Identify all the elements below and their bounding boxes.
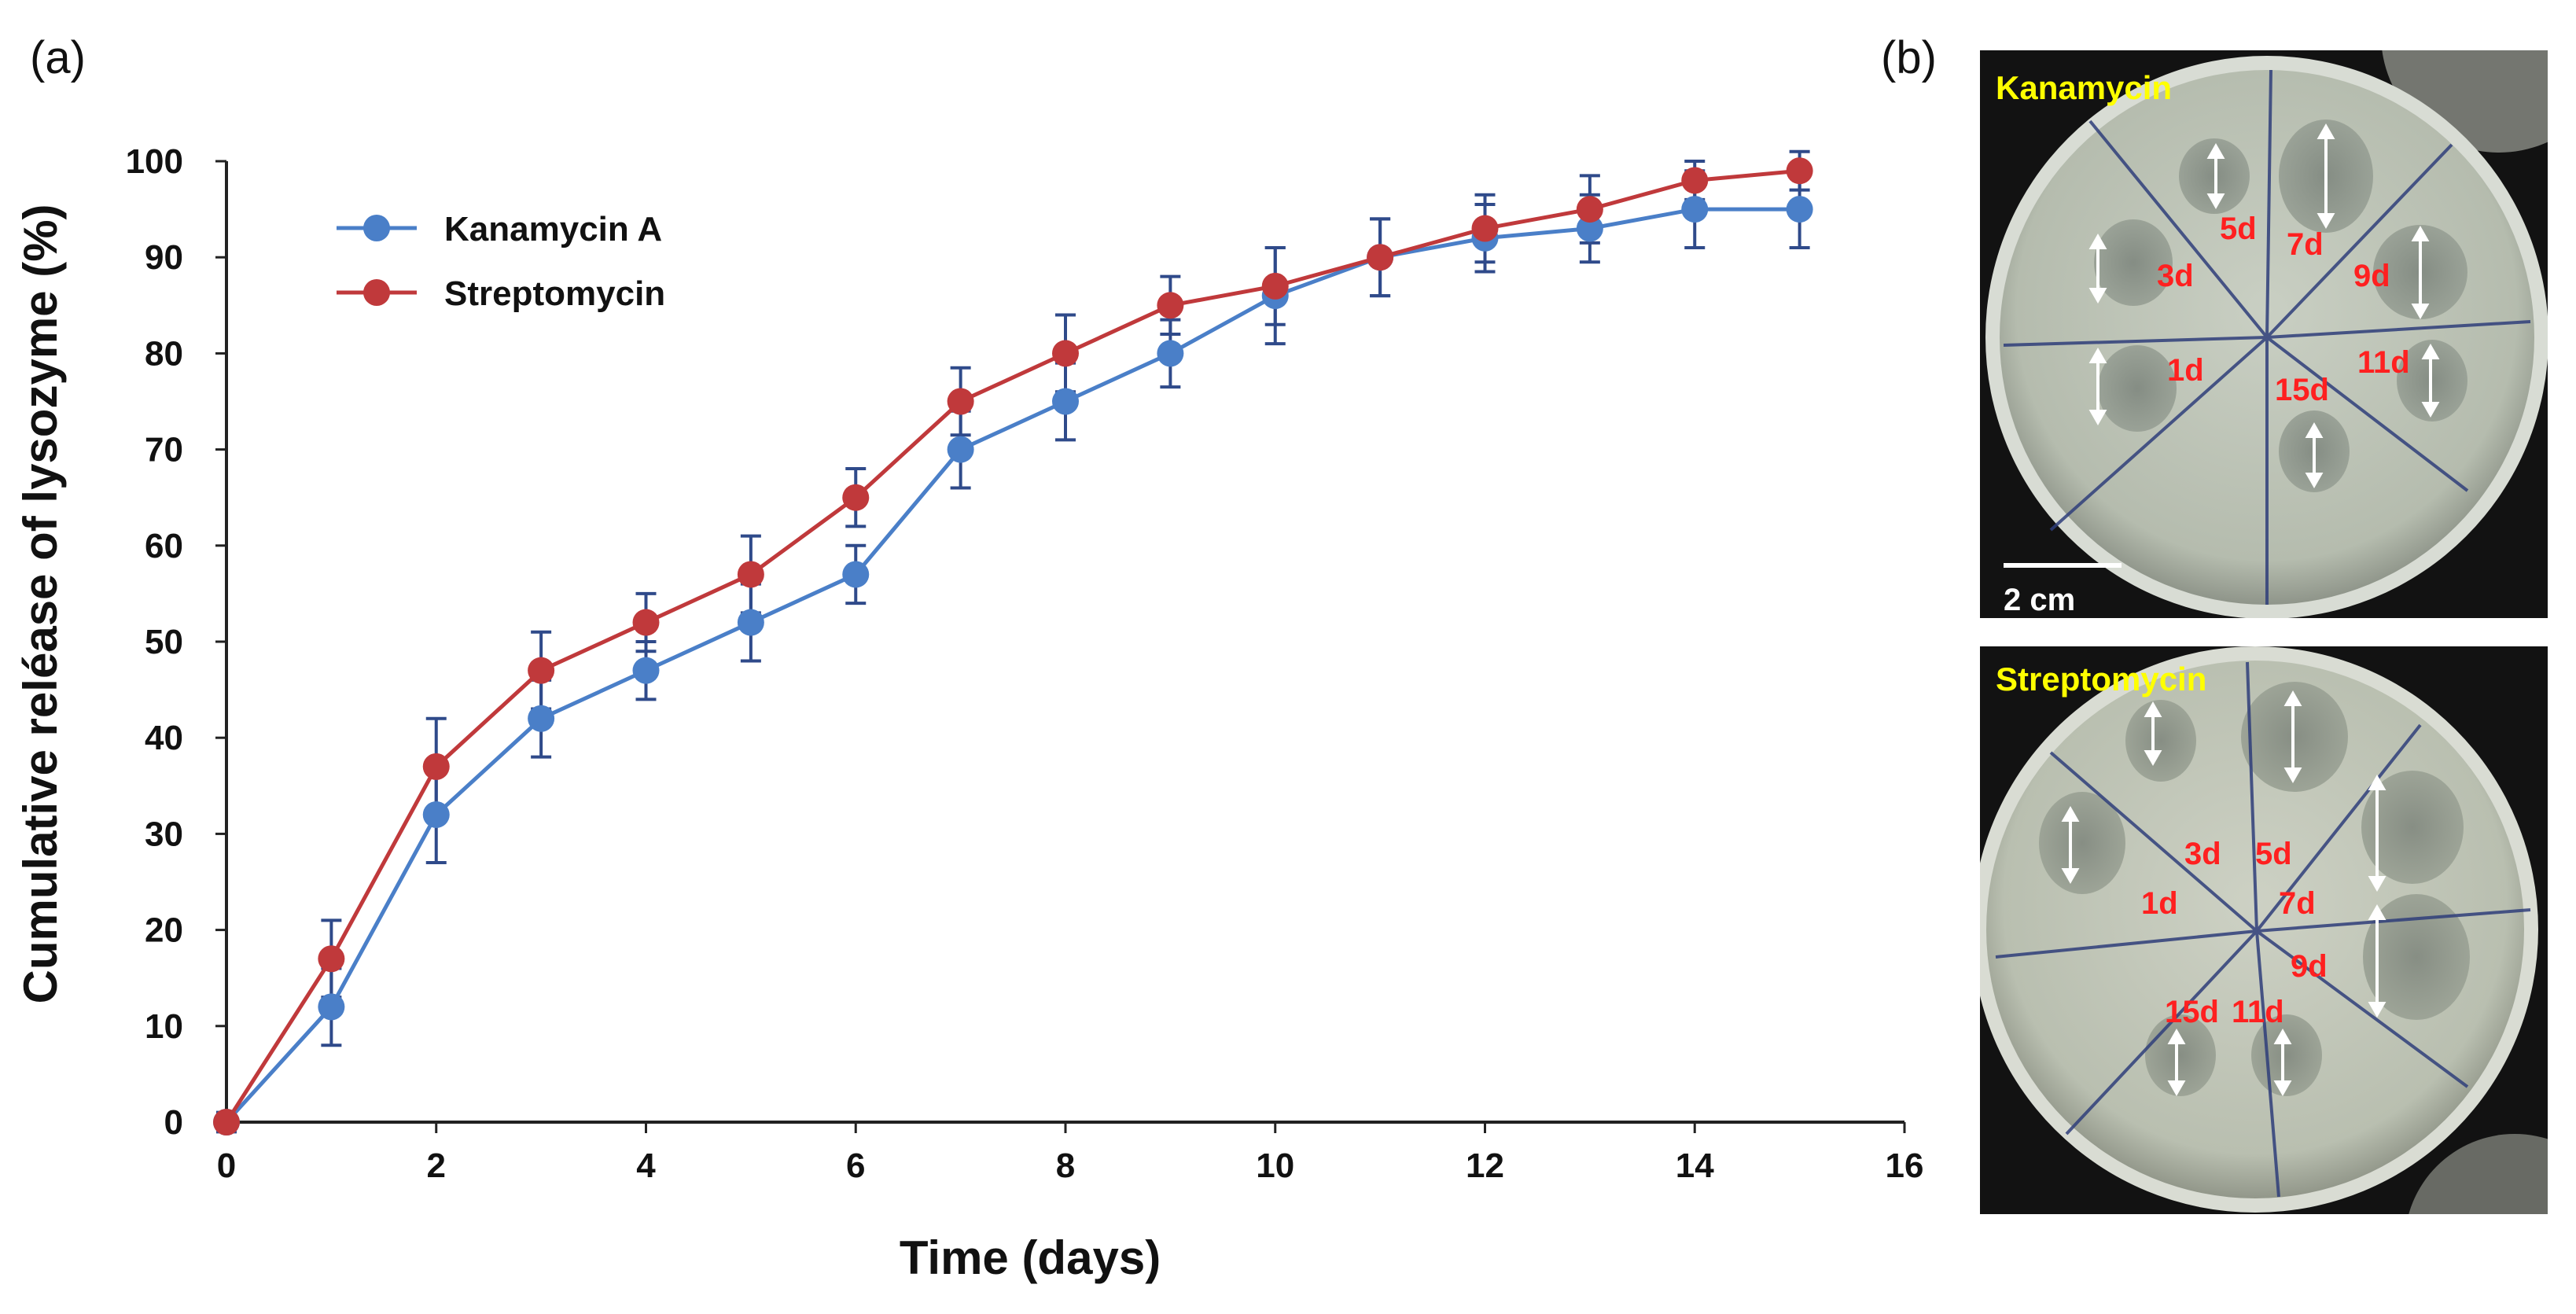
data-point-streptomycin xyxy=(842,484,870,511)
data-point-streptomycin xyxy=(947,388,974,415)
data-point-streptomycin xyxy=(1157,292,1184,319)
data-point-streptomycin xyxy=(1576,196,1603,223)
y-tick-label: 100 xyxy=(126,142,183,181)
data-point-streptomycin xyxy=(1052,340,1079,367)
day-label: 9d xyxy=(2291,949,2328,984)
legend-marker xyxy=(363,279,390,306)
data-point-kanamycin-a xyxy=(1576,215,1603,242)
data-point-kanamycin-a xyxy=(947,436,974,463)
y-tick-label: 60 xyxy=(145,527,183,565)
legend-label: Kanamycin A xyxy=(444,210,662,248)
y-axis-title: Cumulative reléase of lysozyme (%) xyxy=(14,204,67,1003)
streptomycin-plate-photo: Streptomycin 1d 3d 5d 7d 9d 11d 15d xyxy=(1980,646,2548,1214)
data-point-kanamycin-a xyxy=(1786,196,1813,223)
y-tick-label: 30 xyxy=(145,815,183,853)
streptomycin-plate-label: Streptomycin xyxy=(1996,661,2206,697)
x-tick-label: 10 xyxy=(1256,1147,1294,1185)
day-label: 3d xyxy=(2184,837,2221,871)
chart-series xyxy=(213,149,1813,1135)
day-label: 9d xyxy=(2353,259,2390,293)
y-tick-label: 10 xyxy=(145,1007,183,1046)
day-label: 3d xyxy=(2157,259,2194,293)
scale-bar-label: 2 cm xyxy=(2004,583,2075,617)
data-point-kanamycin-a xyxy=(842,561,870,588)
series-line-kanamycin-a xyxy=(225,207,1800,1124)
data-point-streptomycin xyxy=(528,657,555,684)
day-label: 1d xyxy=(2167,353,2204,388)
x-tick-label: 0 xyxy=(217,1147,236,1185)
legend-label: Streptomycin xyxy=(444,274,665,313)
panel-a-label: (a) xyxy=(30,32,86,83)
data-point-kanamycin-a xyxy=(318,993,345,1021)
x-tick-label: 14 xyxy=(1676,1147,1714,1185)
data-point-kanamycin-a xyxy=(1052,388,1079,415)
data-point-kanamycin-a xyxy=(528,705,555,732)
x-tick-label: 8 xyxy=(1056,1147,1075,1185)
day-label: 1d xyxy=(2141,886,2178,921)
day-label: 11d xyxy=(2232,995,2284,1029)
x-tick-label: 2 xyxy=(427,1147,446,1185)
x-axis-title: Time (days) xyxy=(900,1231,1161,1284)
x-tick-label: 6 xyxy=(846,1147,865,1185)
y-tick-label: 80 xyxy=(145,334,183,373)
data-point-kanamycin-a xyxy=(1681,196,1709,223)
data-point-streptomycin xyxy=(1471,215,1499,242)
day-label: 11d xyxy=(2357,345,2410,380)
legend-marker xyxy=(363,215,390,241)
x-tick-label: 12 xyxy=(1466,1147,1504,1185)
data-point-kanamycin-a xyxy=(632,657,660,684)
day-label: 15d xyxy=(2165,995,2219,1029)
data-point-kanamycin-a xyxy=(422,801,450,828)
day-label: 7d xyxy=(2287,227,2324,262)
y-tick-label: 70 xyxy=(145,431,183,469)
y-tick-label: 20 xyxy=(145,911,183,950)
data-point-streptomycin xyxy=(213,1109,240,1135)
y-tick-label: 50 xyxy=(145,623,183,661)
y-tick-label: 0 xyxy=(164,1103,183,1142)
data-point-streptomycin xyxy=(1261,272,1289,300)
day-label: 15d xyxy=(2275,373,2329,407)
data-point-kanamycin-a xyxy=(737,609,764,636)
chart-axes: 0 2 4 6 8 10 12 14 16 0 10 20 30 40 50 60 70 80 90 100 xyxy=(126,142,1924,1185)
data-point-streptomycin xyxy=(318,945,345,973)
chart-legend: Kanamycin A Streptomycin xyxy=(337,210,665,313)
day-label: 5d xyxy=(2255,837,2292,871)
panel-b-label: (b) xyxy=(1881,32,1937,83)
day-label: 7d xyxy=(2279,886,2316,921)
data-point-streptomycin xyxy=(1367,244,1394,271)
day-label: 5d xyxy=(2220,212,2257,246)
data-point-streptomycin xyxy=(737,561,764,588)
kanamycin-plate-photo: 2 cm Kanamycin 1d 3d 5d 7d 9d 11d 15d xyxy=(1980,50,2548,618)
data-point-kanamycin-a xyxy=(1157,340,1184,367)
x-tick-label: 4 xyxy=(636,1147,656,1185)
kanamycin-plate-label: Kanamycin xyxy=(1996,69,2172,106)
data-point-streptomycin xyxy=(422,753,450,780)
series-line-streptomycin xyxy=(224,168,1800,1124)
data-point-streptomycin xyxy=(632,609,660,636)
data-point-streptomycin xyxy=(1681,167,1709,194)
y-tick-label: 40 xyxy=(145,719,183,757)
x-tick-label: 16 xyxy=(1886,1147,1924,1185)
y-tick-label: 90 xyxy=(145,238,183,277)
data-point-streptomycin xyxy=(1786,157,1813,185)
